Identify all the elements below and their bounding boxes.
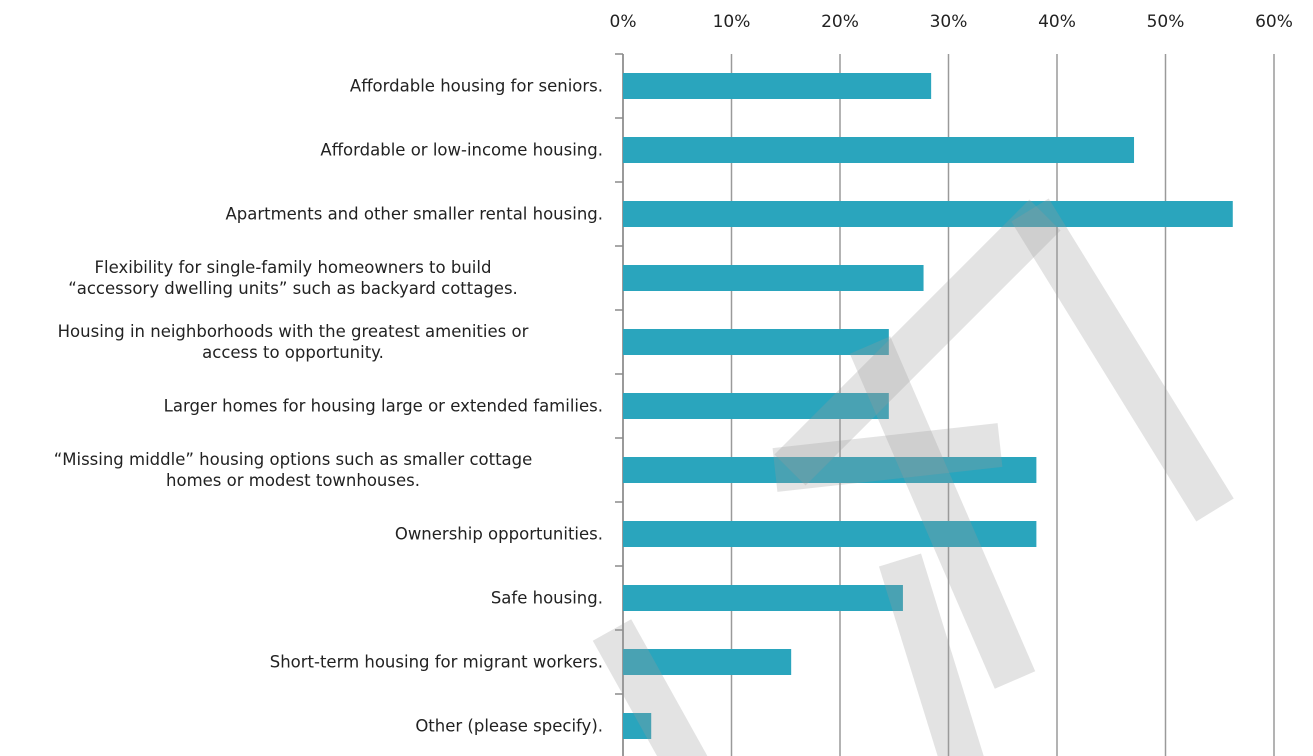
x-tick-label: 10%: [713, 12, 751, 32]
bar: [623, 713, 652, 739]
bar: [623, 521, 1037, 547]
y-tick-label: Affordable or low-income housing.: [320, 140, 603, 160]
watermark: [592, 198, 1234, 756]
x-tick-label: 30%: [930, 12, 968, 32]
watermark-stroke: [878, 553, 984, 756]
bar: [623, 393, 889, 419]
y-tick-label: Safe housing.: [490, 588, 603, 608]
x-tick-label: 20%: [821, 12, 859, 32]
y-tick-label: Flexibility for single-family homeowners…: [68, 258, 518, 298]
bar: [623, 649, 792, 675]
y-tick-label: Ownership opportunities.: [394, 524, 603, 544]
bar: [623, 201, 1233, 227]
x-tick-label: 60%: [1255, 12, 1293, 32]
y-tick-label: “Missing middle” housing options such as…: [53, 450, 533, 490]
watermark-stroke: [774, 199, 1061, 486]
y-tick-label: Housing in neighborhoods with the greate…: [57, 322, 529, 362]
x-tick-label: 40%: [1038, 12, 1076, 32]
watermark-stroke: [1011, 198, 1234, 522]
bar: [623, 457, 1037, 483]
x-tick-label: 0%: [610, 12, 637, 32]
x-tick-label: 50%: [1147, 12, 1185, 32]
y-tick-label: Short-term housing for migrant workers.: [269, 652, 603, 672]
y-tick-label: Larger homes for housing large or extend…: [163, 396, 603, 416]
watermark-stroke: [849, 336, 1036, 689]
bar: [623, 329, 889, 355]
y-tick-label: Other (please specify).: [415, 716, 603, 736]
y-tick-label: Affordable housing for seniors.: [349, 76, 603, 96]
y-tick-label: Apartments and other smaller rental hous…: [225, 204, 603, 224]
bar: [623, 137, 1135, 163]
bar: [623, 73, 932, 99]
watermark-stroke: [772, 423, 1003, 492]
bar: [623, 585, 903, 611]
watermark-stroke: [592, 619, 708, 756]
bar: [623, 265, 924, 291]
